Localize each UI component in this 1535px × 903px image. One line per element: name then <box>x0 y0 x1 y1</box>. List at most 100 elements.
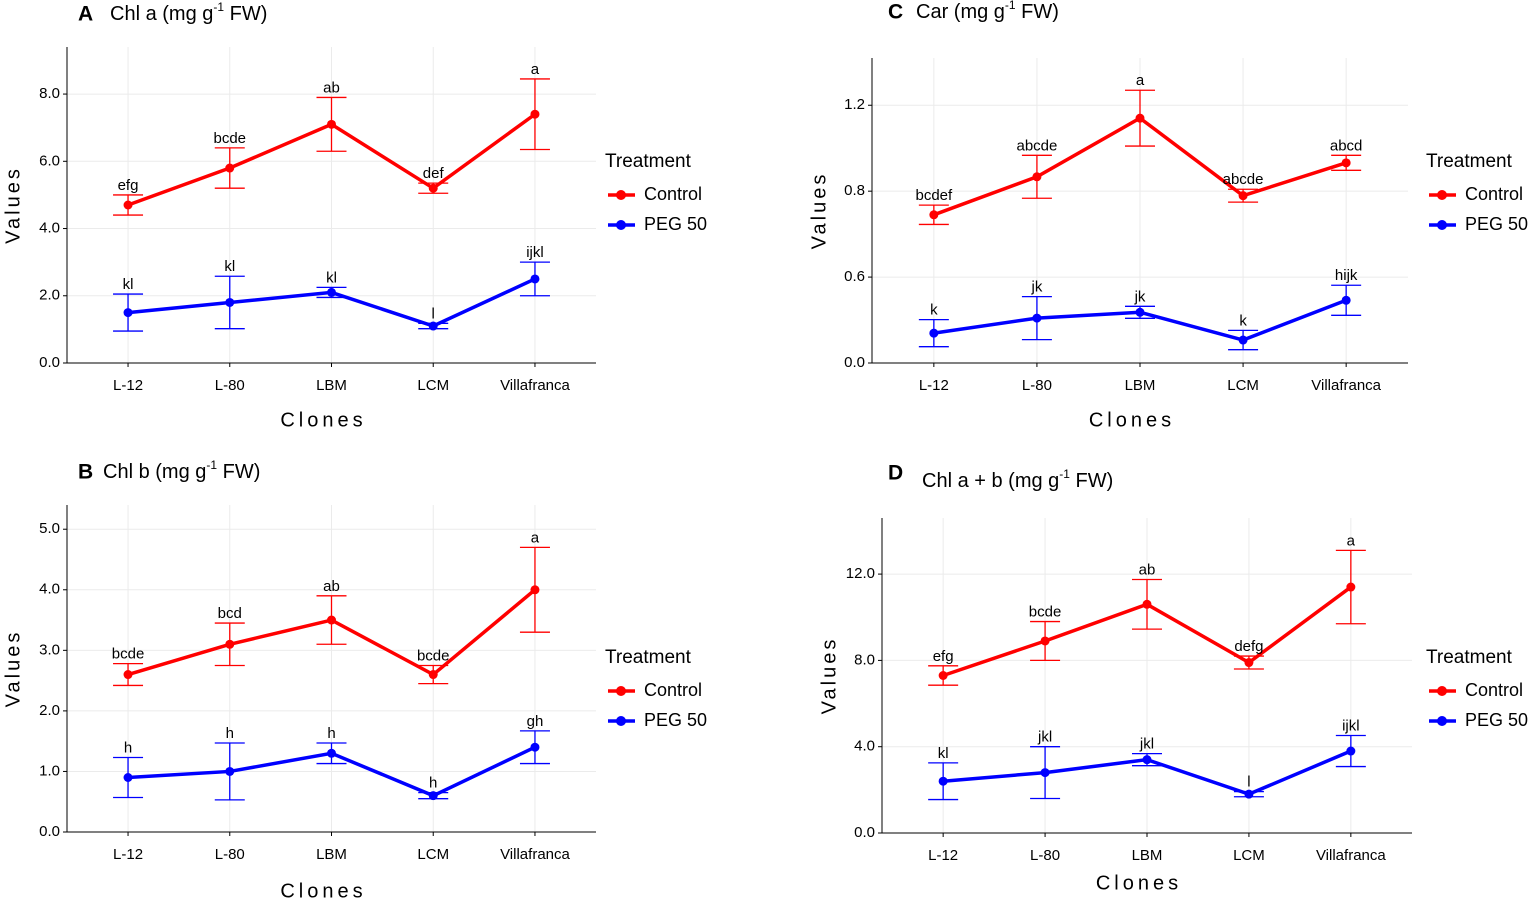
annotation: l <box>1247 774 1250 791</box>
annotation: h <box>327 725 335 742</box>
panel-letter: C <box>888 1 903 24</box>
y-tick-label: 4.0 <box>39 220 60 237</box>
annotation: gh <box>527 713 544 730</box>
chart-title: Chl a (mg g-1 FW) <box>110 0 267 25</box>
annotation: bcdef <box>915 187 953 204</box>
annotation: k <box>930 302 938 319</box>
annotation: jkl <box>1139 736 1154 753</box>
x-tick-label: Villafranca <box>1316 847 1386 864</box>
annotation: kl <box>938 745 949 762</box>
annotation: jk <box>1134 288 1146 305</box>
x-tick-label: LCM <box>417 377 449 394</box>
annotation: bcde <box>112 646 145 663</box>
point <box>1040 636 1050 646</box>
legend-key-dot <box>1437 716 1447 726</box>
legend-title: Treatment <box>605 647 692 668</box>
annotation: h <box>226 725 234 742</box>
point <box>225 163 235 173</box>
annotation: bcde <box>417 647 450 664</box>
y-tick-label: 0.0 <box>854 824 875 841</box>
y-axis-label: Values <box>808 172 830 250</box>
annotation: ab <box>323 79 340 96</box>
annotation: abcd <box>1330 137 1363 154</box>
annotation: a <box>531 529 540 546</box>
legend-label: Control <box>644 680 702 700</box>
x-tick-label: L-80 <box>215 846 245 863</box>
point <box>1032 313 1042 323</box>
annotation: h <box>429 775 437 792</box>
x-tick-label: LBM <box>316 846 347 863</box>
legend-label: Control <box>644 184 702 204</box>
point <box>1142 755 1152 765</box>
y-tick-label: 12.0 <box>846 565 875 582</box>
point <box>327 119 336 129</box>
point <box>530 742 540 752</box>
point <box>327 748 336 758</box>
legend-title: Treatment <box>1426 151 1513 172</box>
point <box>1346 582 1356 592</box>
point <box>530 109 540 119</box>
point <box>530 585 540 595</box>
x-tick-label: L-12 <box>113 377 143 394</box>
legend-title: Treatment <box>605 151 692 172</box>
point <box>225 639 235 649</box>
legend-key-dot <box>616 686 626 696</box>
annotation: a <box>531 61 540 78</box>
chart-title: Chl b (mg g-1 FW) <box>103 458 260 483</box>
legend-label: PEG 50 <box>1465 214 1528 234</box>
point <box>1238 335 1248 345</box>
annotation: efg <box>933 648 954 665</box>
y-tick-label: 1.0 <box>39 762 60 779</box>
x-tick-label: Villafranca <box>500 377 570 394</box>
annotation: abcde <box>1223 171 1264 188</box>
legend-key-dot <box>616 190 626 200</box>
x-tick-label: LBM <box>316 377 347 394</box>
y-tick-label: 6.0 <box>39 152 60 169</box>
legend-key-dot <box>616 220 626 230</box>
annotation: hijk <box>1335 267 1358 284</box>
y-tick-label: 2.0 <box>39 702 60 719</box>
x-tick-label: L-80 <box>1030 847 1060 864</box>
point <box>1244 658 1254 668</box>
annotation: bcd <box>218 605 242 622</box>
y-axis-label: Values <box>818 637 840 715</box>
x-tick-label: L-80 <box>215 377 245 394</box>
annotation: bcde <box>1029 604 1062 621</box>
legend-label: Control <box>1465 680 1523 700</box>
point <box>327 287 336 297</box>
legend-label: PEG 50 <box>1465 710 1528 730</box>
point <box>938 671 948 680</box>
y-tick-label: 4.0 <box>39 581 60 598</box>
x-tick-label: L-12 <box>919 377 949 394</box>
y-tick-label: 0.0 <box>39 354 60 371</box>
annotation: l <box>432 305 435 322</box>
point <box>1135 113 1145 123</box>
title-sup: -1 <box>1005 0 1016 12</box>
point <box>123 200 133 210</box>
x-tick-label: L-80 <box>1022 377 1052 394</box>
title-text: Chl b (mg g <box>103 461 206 483</box>
y-tick-label: 0.8 <box>844 182 865 199</box>
annotation: jk <box>1031 279 1043 296</box>
title-end: FW) <box>217 461 260 483</box>
annotation: a <box>1136 72 1145 89</box>
title-text: Chl a (mg g <box>110 3 213 25</box>
annotation: bcde <box>214 130 247 147</box>
point <box>428 321 438 331</box>
x-tick-label: LCM <box>417 846 449 863</box>
x-axis-label: Clones <box>1096 872 1182 894</box>
annotation: abcde <box>1016 137 1057 154</box>
chart-title: Chl a + b (mg g-1 FW) <box>922 467 1113 492</box>
x-tick-label: Villafranca <box>500 846 570 863</box>
point <box>123 670 133 680</box>
annotation: ab <box>1139 561 1156 578</box>
legend-title: Treatment <box>1426 647 1513 668</box>
x-axis-label: Clones <box>1089 409 1175 431</box>
x-axis-label: Clones <box>280 880 366 902</box>
point <box>1032 172 1042 182</box>
y-tick-label: 5.0 <box>39 520 60 537</box>
x-tick-label: LCM <box>1233 847 1265 864</box>
legend-key-dot <box>616 716 626 726</box>
point <box>1040 768 1050 778</box>
